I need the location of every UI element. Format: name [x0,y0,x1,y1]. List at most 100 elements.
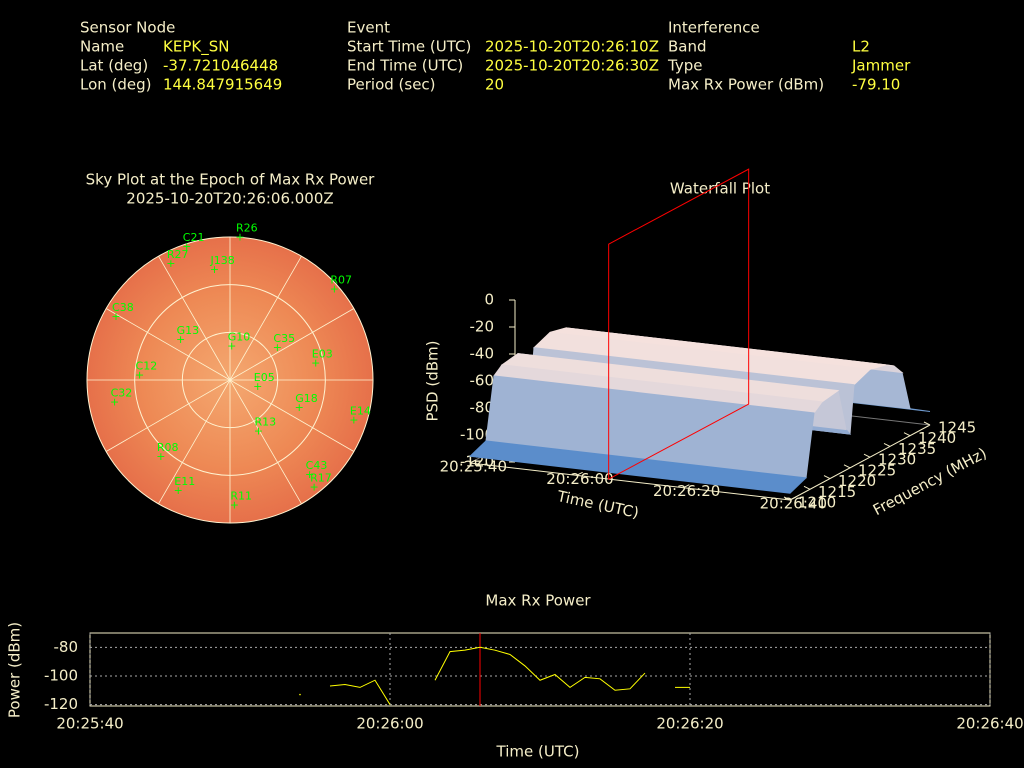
satellite-label: G13 [177,324,200,337]
azimuth-spoke [229,255,302,381]
y-tick-label: -120 [44,695,78,713]
info-value: KEPK_SN [163,38,229,57]
info-heading: Event [347,19,390,37]
time-tick [469,459,477,464]
line-title: Max Rx Power [485,592,591,610]
satellite-label: R13 [255,415,277,428]
satellite-marker: + [210,263,219,276]
time-tick [683,484,690,489]
info-label: Lon (deg) [80,76,152,94]
z-tick-label: -20 [470,318,495,336]
frequency-tick-label: 1245 [938,419,976,437]
azimuth-spoke [105,379,231,452]
sky-title: Sky Plot at the Epoch of Max Rx Power [86,171,376,189]
info-label: Lat (deg) [80,57,148,75]
satellite-marker: + [330,282,339,295]
time-tick [789,496,797,501]
satellite-label: E11 [174,475,195,488]
satellite-marker: + [230,498,239,511]
satellite-label: E05 [254,371,275,384]
frequency-tick-label: 1235 [898,440,936,458]
info-label: Name [80,38,124,56]
frequency-tick [803,485,811,490]
y-tick-label: -80 [54,638,79,656]
azimuth-spoke [229,379,302,505]
satellite-label: G18 [295,392,318,405]
satellite-label: R26 [236,221,258,234]
satellite-marker: + [273,341,282,354]
satellite-label: C38 [112,301,134,314]
time-tick-label: 20:26:20 [653,482,720,500]
satellite-marker: + [254,424,263,437]
x-axis-label: Time (UTC) [496,743,580,761]
info-heading: Sensor Node [80,19,175,37]
z-tick-label: 0 [484,291,494,309]
info-heading: Interference [668,19,760,37]
time-tick-label: 20:26:00 [546,470,613,488]
satellite-marker: + [253,380,262,393]
satellite-label: E03 [312,347,333,360]
line-series [329,679,391,705]
info-label: Max Rx Power (dBm) [668,76,824,94]
time-tick [576,471,583,476]
frequency-tick-label: 1215 [818,483,856,501]
frequency-tick-label: 1240 [918,429,956,447]
satellite-label: J138 [210,254,235,267]
frequency-tick [823,475,831,480]
waterfall-title: Waterfall Plot [670,180,770,198]
satellite-marker: + [156,450,165,463]
z-tick-label: -100 [460,426,494,444]
frequency-tick [863,453,871,458]
info-label: End Time (UTC) [347,57,463,75]
azimuth-spoke [158,379,231,505]
satellite-label: C35 [273,332,295,345]
frequency-tick-label: 1230 [878,451,916,469]
info-value: -79.10 [852,76,900,94]
azimuth-spoke [229,379,355,452]
frequency-tick [923,421,931,426]
satellite-marker: + [311,356,320,369]
info-value: -37.721046448 [163,57,278,75]
z-axis-label: PSD (dBm) [424,340,442,421]
z-tick-label: -80 [470,399,495,417]
azimuth-spoke [229,308,355,381]
info-label: Band [668,38,707,56]
satellite-marker: + [176,333,185,346]
satellite-label: R07 [330,273,352,286]
line-series [434,646,646,691]
info-value: L2 [852,38,870,56]
satellite-marker: + [349,413,358,426]
epoch-plane [608,168,750,480]
satellite-marker: + [135,368,144,381]
z-tick-label: -60 [470,372,495,390]
z-tick-label: -40 [470,345,495,363]
plot-frame [89,632,991,707]
frequency-tick [883,442,891,447]
info-value: 2025-10-20T20:26:10Z [485,38,659,56]
line-point [299,693,301,696]
sky-subtitle: 2025-10-20T20:26:06.000Z [126,190,333,208]
satellite-marker: + [310,481,319,494]
satellite-label: C32 [111,386,133,399]
satellite-marker: + [227,340,236,353]
azimuth-spoke [158,255,231,381]
x-tick-label: 20:26:40 [956,715,1023,733]
satellite-marker: + [110,395,119,408]
satellite-marker: + [295,401,304,414]
satellite-marker: + [182,240,191,253]
time-tick-label: 20:25:40 [440,458,507,476]
satellite-label: R17 [310,472,332,485]
satellite-label: R11 [230,489,252,502]
frequency-tick-label: 1210 [798,494,836,512]
satellite-label: E14 [350,404,371,417]
frequency-tick [843,464,851,469]
frequency-tick [783,496,791,501]
info-value: 20 [485,76,504,94]
satellite-marker: + [166,257,175,270]
info-label: Type [667,57,702,75]
azimuth-spoke [105,308,231,381]
satellite-label: C12 [136,359,158,372]
satellite-marker: + [235,230,244,243]
